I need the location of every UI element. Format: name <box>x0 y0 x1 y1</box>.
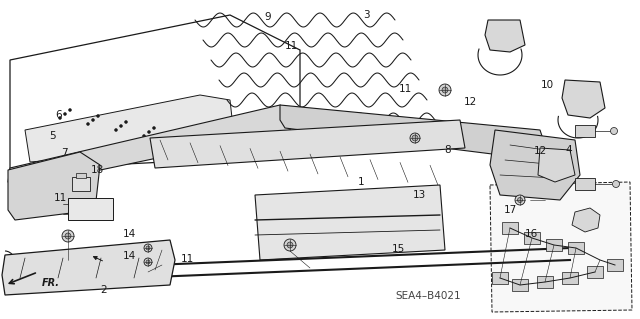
Text: 14: 14 <box>123 229 136 240</box>
Bar <box>68 198 113 220</box>
Bar <box>546 239 562 251</box>
Circle shape <box>515 195 525 205</box>
Circle shape <box>439 84 451 96</box>
Bar <box>492 272 508 284</box>
Circle shape <box>115 129 118 131</box>
Polygon shape <box>8 152 100 220</box>
Text: 10: 10 <box>541 79 554 90</box>
Circle shape <box>68 108 72 112</box>
Bar <box>502 222 518 234</box>
Text: 14: 14 <box>123 251 136 261</box>
Bar <box>512 279 528 291</box>
Circle shape <box>58 116 61 120</box>
Circle shape <box>442 87 448 93</box>
Circle shape <box>143 135 145 137</box>
Bar <box>72 177 90 191</box>
Circle shape <box>92 118 95 122</box>
Text: 17: 17 <box>504 205 517 215</box>
Circle shape <box>65 233 71 239</box>
Polygon shape <box>337 203 393 233</box>
Ellipse shape <box>387 204 399 232</box>
Circle shape <box>144 244 152 252</box>
Text: 11: 11 <box>285 41 298 51</box>
Polygon shape <box>280 105 545 160</box>
Ellipse shape <box>342 204 354 232</box>
Text: 2: 2 <box>100 285 107 295</box>
Text: 13: 13 <box>413 190 426 200</box>
Polygon shape <box>292 203 348 233</box>
Text: 15: 15 <box>392 244 404 255</box>
Circle shape <box>86 122 90 125</box>
Ellipse shape <box>286 204 298 232</box>
Text: 5: 5 <box>49 130 56 141</box>
Polygon shape <box>490 130 580 200</box>
Text: 12: 12 <box>464 97 477 107</box>
Text: 16: 16 <box>525 228 538 239</box>
Bar <box>568 242 584 254</box>
Polygon shape <box>562 80 605 118</box>
Polygon shape <box>255 185 445 260</box>
Polygon shape <box>10 15 300 170</box>
Text: 11: 11 <box>399 84 412 94</box>
Circle shape <box>125 121 127 123</box>
Circle shape <box>170 140 173 144</box>
Polygon shape <box>25 95 235 162</box>
Circle shape <box>152 127 156 130</box>
Text: 18: 18 <box>91 165 104 175</box>
Text: 12: 12 <box>534 145 547 156</box>
Text: SEA4–B4021: SEA4–B4021 <box>396 291 461 301</box>
Circle shape <box>180 132 184 136</box>
Ellipse shape <box>331 204 343 232</box>
Bar <box>537 276 553 288</box>
Bar <box>575 178 595 190</box>
Circle shape <box>146 246 150 250</box>
Circle shape <box>612 181 620 188</box>
Polygon shape <box>490 182 632 312</box>
Circle shape <box>611 128 618 135</box>
Polygon shape <box>572 208 600 232</box>
Bar <box>76 173 86 178</box>
Circle shape <box>175 137 179 139</box>
Circle shape <box>518 197 522 203</box>
Bar <box>607 259 623 271</box>
Text: 9: 9 <box>264 11 271 22</box>
Circle shape <box>62 230 74 242</box>
Text: 6: 6 <box>56 110 62 120</box>
Circle shape <box>410 133 420 143</box>
Circle shape <box>284 239 296 251</box>
Bar <box>575 125 595 137</box>
Circle shape <box>287 242 293 248</box>
Text: 11: 11 <box>181 254 194 264</box>
Text: 7: 7 <box>61 148 67 158</box>
Polygon shape <box>2 240 175 295</box>
Bar <box>524 232 540 244</box>
Text: FR.: FR. <box>42 278 60 288</box>
Circle shape <box>97 115 99 117</box>
Text: 1: 1 <box>358 177 365 187</box>
Circle shape <box>120 124 122 128</box>
Circle shape <box>144 258 152 266</box>
Polygon shape <box>538 148 575 182</box>
Bar <box>562 272 578 284</box>
Text: 8: 8 <box>445 145 451 155</box>
Text: 4: 4 <box>565 145 572 155</box>
Circle shape <box>147 130 150 133</box>
Polygon shape <box>150 120 465 168</box>
Text: 3: 3 <box>363 10 369 20</box>
Text: 11: 11 <box>54 193 67 204</box>
Circle shape <box>412 135 418 141</box>
Bar <box>587 266 603 278</box>
Polygon shape <box>485 20 525 52</box>
Circle shape <box>63 113 67 115</box>
Circle shape <box>146 260 150 264</box>
Polygon shape <box>8 105 295 188</box>
